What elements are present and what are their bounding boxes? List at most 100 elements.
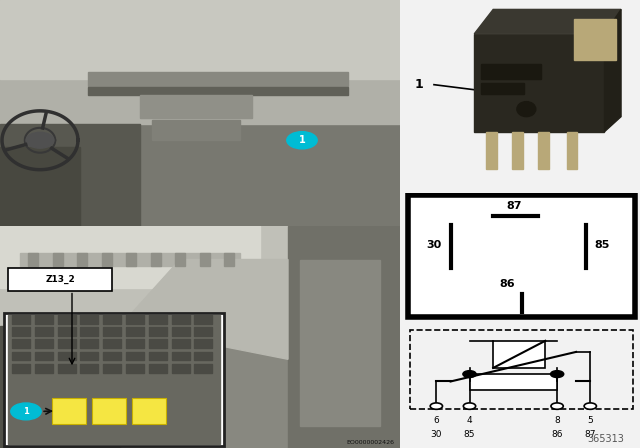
- Bar: [103, 339, 121, 348]
- Bar: [52, 253, 63, 266]
- Bar: [300, 259, 380, 426]
- Bar: [200, 253, 209, 266]
- Bar: [410, 330, 633, 409]
- Text: Z13_2: Z13_2: [45, 275, 75, 284]
- Bar: [481, 83, 524, 94]
- Text: 85: 85: [595, 240, 610, 250]
- Bar: [0, 0, 400, 79]
- Polygon shape: [474, 9, 621, 34]
- Bar: [126, 253, 136, 266]
- Text: 1: 1: [415, 78, 424, 91]
- Circle shape: [26, 132, 54, 148]
- Bar: [486, 132, 497, 169]
- Bar: [77, 253, 87, 266]
- Polygon shape: [120, 259, 288, 359]
- Bar: [0, 326, 120, 448]
- Bar: [195, 315, 212, 324]
- Bar: [20, 253, 240, 266]
- Bar: [150, 253, 161, 266]
- Text: EO0000002426: EO0000002426: [346, 440, 394, 445]
- Bar: [12, 327, 30, 336]
- Bar: [35, 352, 52, 360]
- Bar: [224, 253, 234, 266]
- Bar: [12, 315, 30, 324]
- Bar: [28, 253, 38, 266]
- Bar: [566, 132, 577, 169]
- Bar: [102, 253, 111, 266]
- Bar: [52, 398, 86, 424]
- Bar: [573, 19, 616, 60]
- Text: 1: 1: [23, 407, 29, 416]
- Bar: [35, 327, 52, 336]
- Bar: [0, 226, 300, 326]
- Bar: [172, 315, 189, 324]
- Bar: [470, 374, 557, 390]
- Bar: [149, 327, 167, 336]
- Bar: [149, 352, 167, 360]
- Bar: [126, 352, 144, 360]
- Circle shape: [517, 102, 536, 116]
- Bar: [175, 253, 185, 266]
- Bar: [35, 364, 52, 373]
- Bar: [92, 398, 126, 424]
- Circle shape: [430, 403, 442, 409]
- Bar: [88, 87, 348, 95]
- Text: 87: 87: [507, 201, 522, 211]
- Bar: [81, 352, 99, 360]
- Text: 87: 87: [584, 430, 596, 439]
- Bar: [481, 64, 541, 79]
- Circle shape: [550, 370, 564, 378]
- Circle shape: [463, 370, 476, 378]
- Bar: [81, 327, 99, 336]
- Bar: [58, 339, 76, 348]
- Text: 1: 1: [299, 135, 305, 145]
- Bar: [88, 73, 348, 86]
- Bar: [126, 339, 144, 348]
- Bar: [0, 0, 400, 125]
- Bar: [12, 339, 30, 348]
- Bar: [538, 132, 549, 169]
- Bar: [195, 364, 212, 373]
- Bar: [149, 364, 167, 373]
- Bar: [12, 364, 30, 373]
- Bar: [103, 315, 121, 324]
- Bar: [152, 120, 240, 140]
- Bar: [81, 315, 99, 324]
- Bar: [103, 327, 121, 336]
- Bar: [8, 268, 112, 291]
- Bar: [172, 364, 189, 373]
- Bar: [4, 313, 224, 446]
- Bar: [288, 226, 400, 448]
- Bar: [149, 315, 167, 324]
- Bar: [103, 352, 121, 360]
- Circle shape: [551, 403, 563, 409]
- Bar: [58, 327, 76, 336]
- Text: 5: 5: [588, 416, 593, 426]
- Text: 30: 30: [431, 430, 442, 439]
- Text: 365313: 365313: [587, 435, 624, 444]
- Text: 6: 6: [433, 416, 439, 426]
- Bar: [149, 339, 167, 348]
- Circle shape: [463, 403, 476, 409]
- Bar: [0, 125, 140, 226]
- Text: 30: 30: [426, 240, 442, 250]
- Bar: [172, 339, 189, 348]
- Bar: [0, 226, 260, 289]
- Bar: [8, 315, 220, 444]
- Bar: [81, 364, 99, 373]
- Circle shape: [584, 403, 596, 409]
- Bar: [474, 34, 605, 132]
- Circle shape: [11, 403, 41, 420]
- Bar: [12, 352, 30, 360]
- Bar: [126, 327, 144, 336]
- Bar: [126, 364, 144, 373]
- Bar: [195, 327, 212, 336]
- Bar: [126, 315, 144, 324]
- Text: 86: 86: [500, 279, 515, 289]
- Bar: [493, 341, 545, 368]
- Bar: [81, 339, 99, 348]
- Bar: [0, 147, 80, 226]
- Polygon shape: [605, 9, 621, 132]
- Bar: [195, 339, 212, 348]
- Text: 86: 86: [552, 430, 563, 439]
